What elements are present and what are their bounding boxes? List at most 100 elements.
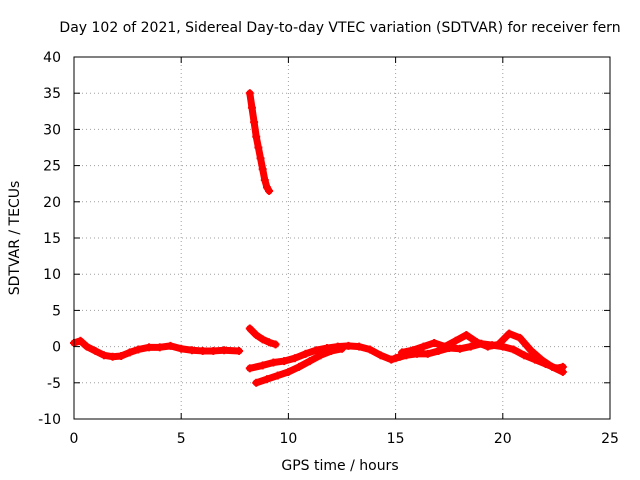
- data-point: [526, 346, 535, 355]
- data-point: [509, 345, 518, 354]
- data-points: [70, 89, 567, 387]
- data-point: [245, 324, 254, 333]
- data-point: [498, 342, 507, 351]
- data-point: [419, 342, 428, 351]
- data-point: [91, 346, 100, 355]
- data-series: [245, 89, 274, 195]
- data-point: [451, 336, 460, 345]
- data-point: [247, 103, 256, 112]
- data-point: [256, 154, 265, 163]
- y-tick-label: 35: [43, 86, 61, 102]
- y-tick-label: 0: [52, 340, 61, 356]
- data-point: [220, 346, 229, 355]
- data-point: [269, 358, 278, 367]
- data-point: [134, 345, 143, 354]
- data-point: [260, 176, 269, 185]
- y-tick-label: 40: [43, 50, 61, 66]
- series-line: [246, 89, 273, 195]
- data-point: [558, 362, 567, 371]
- y-tick-label: 20: [43, 195, 61, 211]
- x-tick-label: 10: [279, 431, 297, 447]
- data-point: [265, 338, 274, 347]
- data-point: [290, 354, 299, 363]
- data-point: [413, 349, 422, 358]
- data-point: [301, 349, 310, 358]
- data-point: [187, 346, 196, 355]
- x-tick-label: 25: [601, 431, 619, 447]
- data-point: [166, 341, 175, 350]
- data-point: [312, 346, 321, 355]
- data-point: [145, 343, 154, 352]
- data-point: [477, 339, 486, 348]
- data-point: [284, 367, 293, 376]
- data-point: [552, 364, 561, 373]
- data-point: [466, 342, 475, 351]
- y-tick-label: 30: [43, 122, 61, 138]
- data-point: [258, 335, 267, 344]
- data-point: [305, 357, 314, 366]
- data-point: [271, 340, 280, 349]
- data-point: [391, 354, 400, 363]
- data-point: [455, 344, 464, 353]
- chart-title: Day 102 of 2021, Sidereal Day-to-day VTE…: [59, 20, 620, 36]
- data-point: [488, 341, 497, 350]
- data-point: [258, 361, 267, 370]
- data-point: [198, 346, 207, 355]
- y-tick-label: 10: [43, 267, 61, 283]
- data-point: [117, 352, 126, 361]
- data-point: [515, 333, 524, 342]
- data-point: [265, 186, 274, 195]
- data-point: [445, 344, 454, 353]
- data-point: [250, 118, 259, 127]
- data-series: [245, 324, 280, 349]
- data-point: [541, 359, 550, 368]
- data-point: [245, 89, 254, 98]
- y-tick-label: 15: [43, 231, 61, 247]
- data-series: [245, 341, 404, 373]
- data-point: [108, 352, 117, 361]
- data-point: [520, 351, 529, 360]
- data-point: [245, 364, 254, 373]
- data-point: [273, 371, 282, 380]
- data-point: [338, 344, 346, 353]
- data-point: [327, 346, 336, 355]
- data-series: [70, 336, 244, 361]
- y-tick-label: 25: [43, 159, 61, 175]
- data-point: [252, 378, 261, 387]
- data-point: [209, 346, 218, 355]
- y-axis-ticks: -10 -5 0 5 10 15 20 25 30 35 40: [38, 50, 610, 428]
- data-series: [252, 344, 346, 387]
- data-point: [530, 355, 539, 364]
- data-point: [316, 351, 325, 360]
- data-point: [402, 351, 411, 360]
- data-point: [262, 375, 271, 384]
- data-point: [365, 345, 374, 354]
- grid-lines: [74, 57, 610, 419]
- data-point: [258, 165, 267, 174]
- data-series: [391, 339, 567, 373]
- data-point: [76, 336, 85, 345]
- x-tick-label: 15: [387, 431, 405, 447]
- y-tick-label: 5: [52, 303, 61, 319]
- data-point: [355, 342, 364, 351]
- data-point: [376, 351, 385, 360]
- data-point: [100, 351, 109, 360]
- data-point: [252, 331, 261, 340]
- data-point: [505, 329, 514, 338]
- data-point: [82, 342, 91, 351]
- data-point: [235, 346, 244, 355]
- y-tick-label: -5: [47, 376, 61, 392]
- data-point: [125, 348, 134, 357]
- data-point: [344, 341, 353, 350]
- y-axis-label: SDTVAR / TECUs: [7, 181, 23, 296]
- x-axis-label: GPS time / hours: [281, 458, 398, 474]
- x-tick-label: 0: [70, 431, 79, 447]
- data-point: [430, 338, 439, 347]
- x-tick-label: 20: [494, 431, 512, 447]
- data-point: [177, 344, 186, 353]
- data-point: [423, 349, 432, 358]
- data-point: [254, 143, 263, 152]
- data-point: [295, 362, 304, 371]
- data-point: [434, 346, 443, 355]
